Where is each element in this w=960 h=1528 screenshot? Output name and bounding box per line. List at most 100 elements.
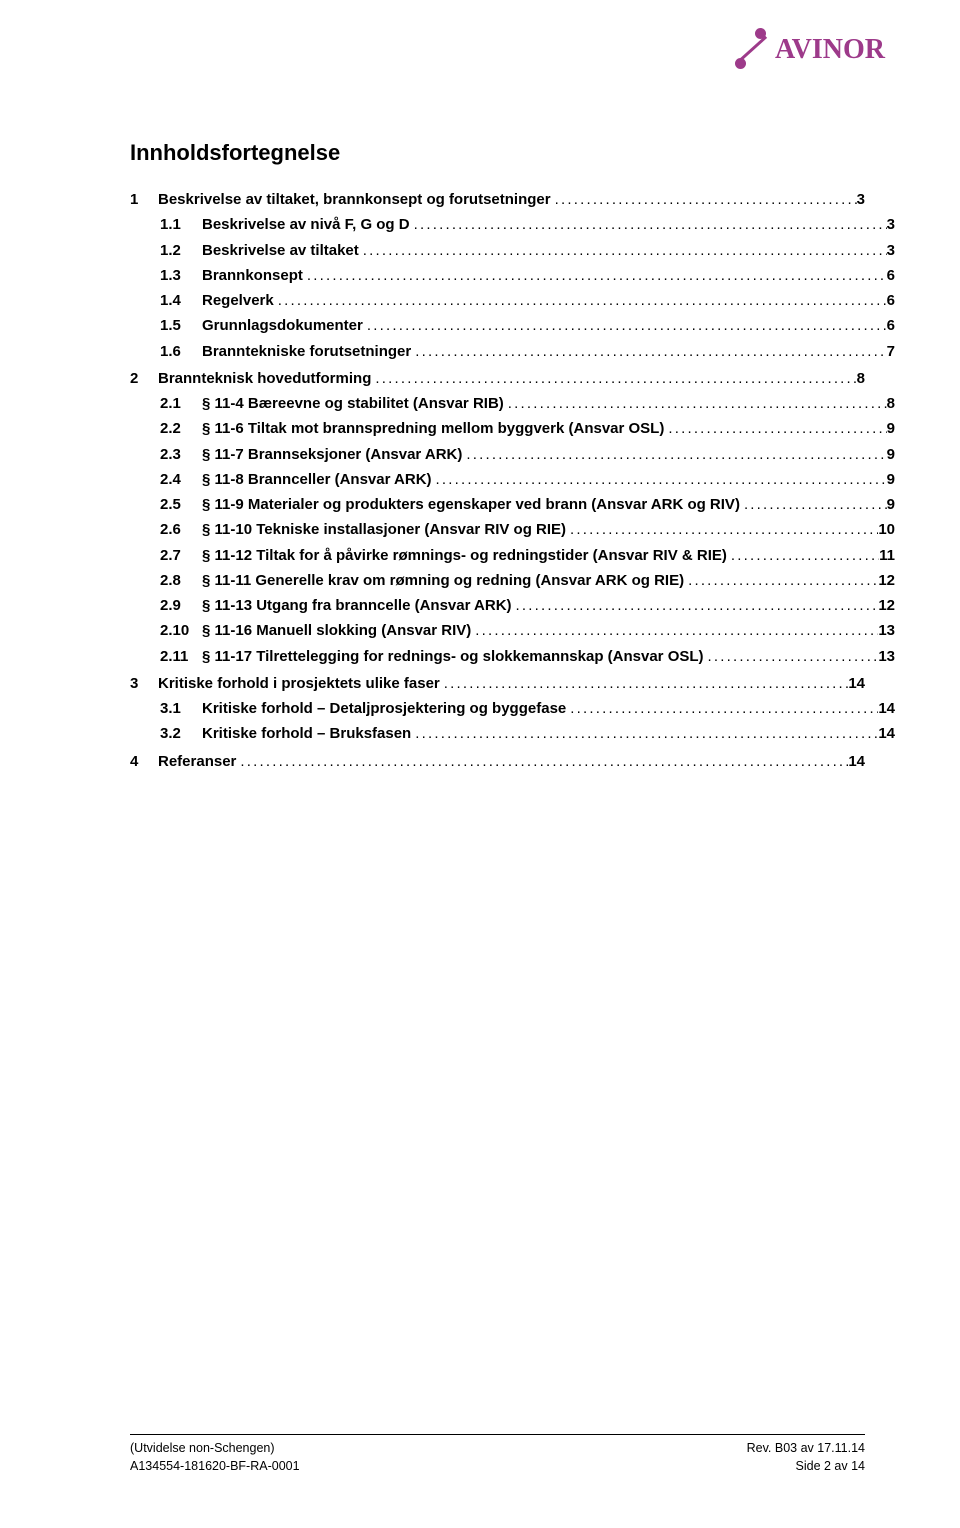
toc-label: Beskrivelse av tiltaket, brannkonsept og… <box>158 188 551 211</box>
toc-leader: ........................................… <box>359 239 887 262</box>
toc-entry[interactable]: 1.3Brannkonsept.........................… <box>160 264 895 287</box>
page-title: Innholdsfortegnelse <box>130 140 865 166</box>
toc-entry[interactable]: 2.3§ 11-7 Brannseksjoner (Ansvar ARK)...… <box>160 443 895 466</box>
toc-label: § 11-10 Tekniske installasjoner (Ansvar … <box>202 518 566 541</box>
toc-entry[interactable]: 2.5§ 11-9 Materialer og produkters egens… <box>160 493 895 516</box>
toc-leader: ........................................… <box>411 722 878 745</box>
toc-entry[interactable]: 2.7§ 11-12 Tiltak for å påvirke rømnings… <box>160 544 895 567</box>
toc-label: § 11-11 Generelle krav om rømning og red… <box>202 569 684 592</box>
toc-page: 14 <box>848 672 865 695</box>
toc-page: 14 <box>848 750 865 773</box>
toc-label: Branntekniske forutsetninger <box>202 340 411 363</box>
toc-label: § 11-4 Bæreevne og stabilitet (Ansvar RI… <box>202 392 504 415</box>
toc-page: 8 <box>857 367 865 390</box>
table-of-contents: 1Beskrivelse av tiltaket, brannkonsept o… <box>130 188 865 773</box>
toc-page: 9 <box>887 417 895 440</box>
toc-entry[interactable]: 1Beskrivelse av tiltaket, brannkonsept o… <box>130 188 865 211</box>
toc-leader: ........................................… <box>740 493 887 516</box>
page-footer: (Utvidelse non-Schengen) Rev. B03 av 17.… <box>130 1434 865 1473</box>
toc-page: 9 <box>887 468 895 491</box>
toc-entry[interactable]: 2.8§ 11-11 Generelle krav om rømning og … <box>160 569 895 592</box>
toc-label: Kritiske forhold i prosjektets ulike fas… <box>158 672 440 695</box>
footer-bottom-left: A134554-181620-BF-RA-0001 <box>130 1459 300 1473</box>
toc-entry[interactable]: 2.1§ 11-4 Bæreevne og stabilitet (Ansvar… <box>160 392 895 415</box>
toc-leader: ........................................… <box>411 340 886 363</box>
toc-entry[interactable]: 2.4§ 11-8 Brannceller (Ansvar ARK)......… <box>160 468 895 491</box>
toc-entry[interactable]: 2.2§ 11-6 Tiltak mot brannspredning mell… <box>160 417 895 440</box>
toc-page: 13 <box>878 645 895 668</box>
toc-page: 10 <box>878 518 895 541</box>
toc-leader: ........................................… <box>512 594 879 617</box>
toc-page: 8 <box>887 392 895 415</box>
toc-page: 6 <box>887 289 895 312</box>
toc-number: 2 <box>130 367 158 390</box>
toc-entry[interactable]: 1.1Beskrivelse av nivå F, G og D........… <box>160 213 895 236</box>
toc-label: Kritiske forhold – Bruksfasen <box>202 722 411 745</box>
toc-label: Beskrivelse av nivå F, G og D <box>202 213 410 236</box>
toc-leader: ........................................… <box>471 619 878 642</box>
toc-number: 3 <box>130 672 158 695</box>
toc-leader: ........................................… <box>704 645 879 668</box>
toc-number: 2.11 <box>160 645 202 668</box>
toc-leader: ........................................… <box>684 569 878 592</box>
toc-label: § 11-7 Brannseksjoner (Ansvar ARK) <box>202 443 462 466</box>
toc-entry[interactable]: 1.4Regelverk............................… <box>160 289 895 312</box>
toc-entry[interactable]: 2.11§ 11-17 Tilrettelegging for rednings… <box>160 645 895 668</box>
content-area: Innholdsfortegnelse 1Beskrivelse av tilt… <box>130 40 865 773</box>
toc-leader: ........................................… <box>727 544 879 567</box>
toc-leader: ........................................… <box>303 264 887 287</box>
toc-page: 12 <box>878 594 895 617</box>
toc-number: 1.4 <box>160 289 202 312</box>
toc-label: Referanser <box>158 750 236 773</box>
toc-number: 2.7 <box>160 544 202 567</box>
toc-label: § 11-17 Tilrettelegging for rednings- og… <box>202 645 704 668</box>
toc-number: 2.3 <box>160 443 202 466</box>
toc-leader: ........................................… <box>440 672 849 695</box>
toc-entry[interactable]: 4Referanser.............................… <box>130 750 865 773</box>
toc-leader: ........................................… <box>566 697 878 720</box>
toc-label: Beskrivelse av tiltaket <box>202 239 359 262</box>
toc-entry[interactable]: 1.2Beskrivelse av tiltaket..............… <box>160 239 895 262</box>
toc-number: 1.2 <box>160 239 202 262</box>
toc-number: 1.5 <box>160 314 202 337</box>
logo-text: AVINOR <box>775 34 885 66</box>
toc-number: 3.1 <box>160 697 202 720</box>
toc-number: 1 <box>130 188 158 211</box>
toc-page: 14 <box>878 722 895 745</box>
toc-page: 9 <box>887 443 895 466</box>
toc-entry[interactable]: 2.9§ 11-13 Utgang fra branncelle (Ansvar… <box>160 594 895 617</box>
toc-leader: ........................................… <box>410 213 887 236</box>
footer-bottom-right: Side 2 av 14 <box>796 1459 866 1473</box>
toc-label: Grunnlagsdokumenter <box>202 314 363 337</box>
footer-top-right: Rev. B03 av 17.11.14 <box>747 1441 865 1455</box>
toc-page: 3 <box>887 239 895 262</box>
toc-leader: ........................................… <box>664 417 886 440</box>
toc-label: § 11-12 Tiltak for å påvirke rømnings- o… <box>202 544 727 567</box>
toc-entry[interactable]: 3.2Kritiske forhold – Bruksfasen........… <box>160 722 895 745</box>
toc-entry[interactable]: 2.10§ 11-16 Manuell slokking (Ansvar RIV… <box>160 619 895 642</box>
toc-entry[interactable]: 2.6§ 11-10 Tekniske installasjoner (Ansv… <box>160 518 895 541</box>
toc-leader: ........................................… <box>371 367 856 390</box>
toc-leader: ........................................… <box>432 468 887 491</box>
toc-leader: ........................................… <box>462 443 886 466</box>
toc-page: 3 <box>887 213 895 236</box>
toc-entry[interactable]: 1.5Grunnlagsdokumenter..................… <box>160 314 895 337</box>
toc-page: 9 <box>887 493 895 516</box>
toc-page: 6 <box>887 264 895 287</box>
toc-label: Brannteknisk hovedutforming <box>158 367 371 390</box>
toc-leader: ........................................… <box>566 518 878 541</box>
toc-entry[interactable]: 3Kritiske forhold i prosjektets ulike fa… <box>130 672 865 695</box>
toc-leader: ........................................… <box>236 750 848 773</box>
document-page: AVINOR Innholdsfortegnelse 1Beskrivelse … <box>0 0 960 1528</box>
toc-entry[interactable]: 1.6Branntekniske forutsetninger.........… <box>160 340 895 363</box>
toc-number: 2.5 <box>160 493 202 516</box>
toc-label: § 11-6 Tiltak mot brannspredning mellom … <box>202 417 664 440</box>
toc-label: § 11-13 Utgang fra branncelle (Ansvar AR… <box>202 594 512 617</box>
logo-mark-icon <box>735 28 769 72</box>
toc-number: 2.2 <box>160 417 202 440</box>
toc-number: 1.1 <box>160 213 202 236</box>
toc-entry[interactable]: 2Brannteknisk hovedutforming............… <box>130 367 865 390</box>
toc-entry[interactable]: 3.1Kritiske forhold – Detaljprosjekterin… <box>160 697 895 720</box>
toc-number: 2.1 <box>160 392 202 415</box>
toc-leader: ........................................… <box>504 392 887 415</box>
